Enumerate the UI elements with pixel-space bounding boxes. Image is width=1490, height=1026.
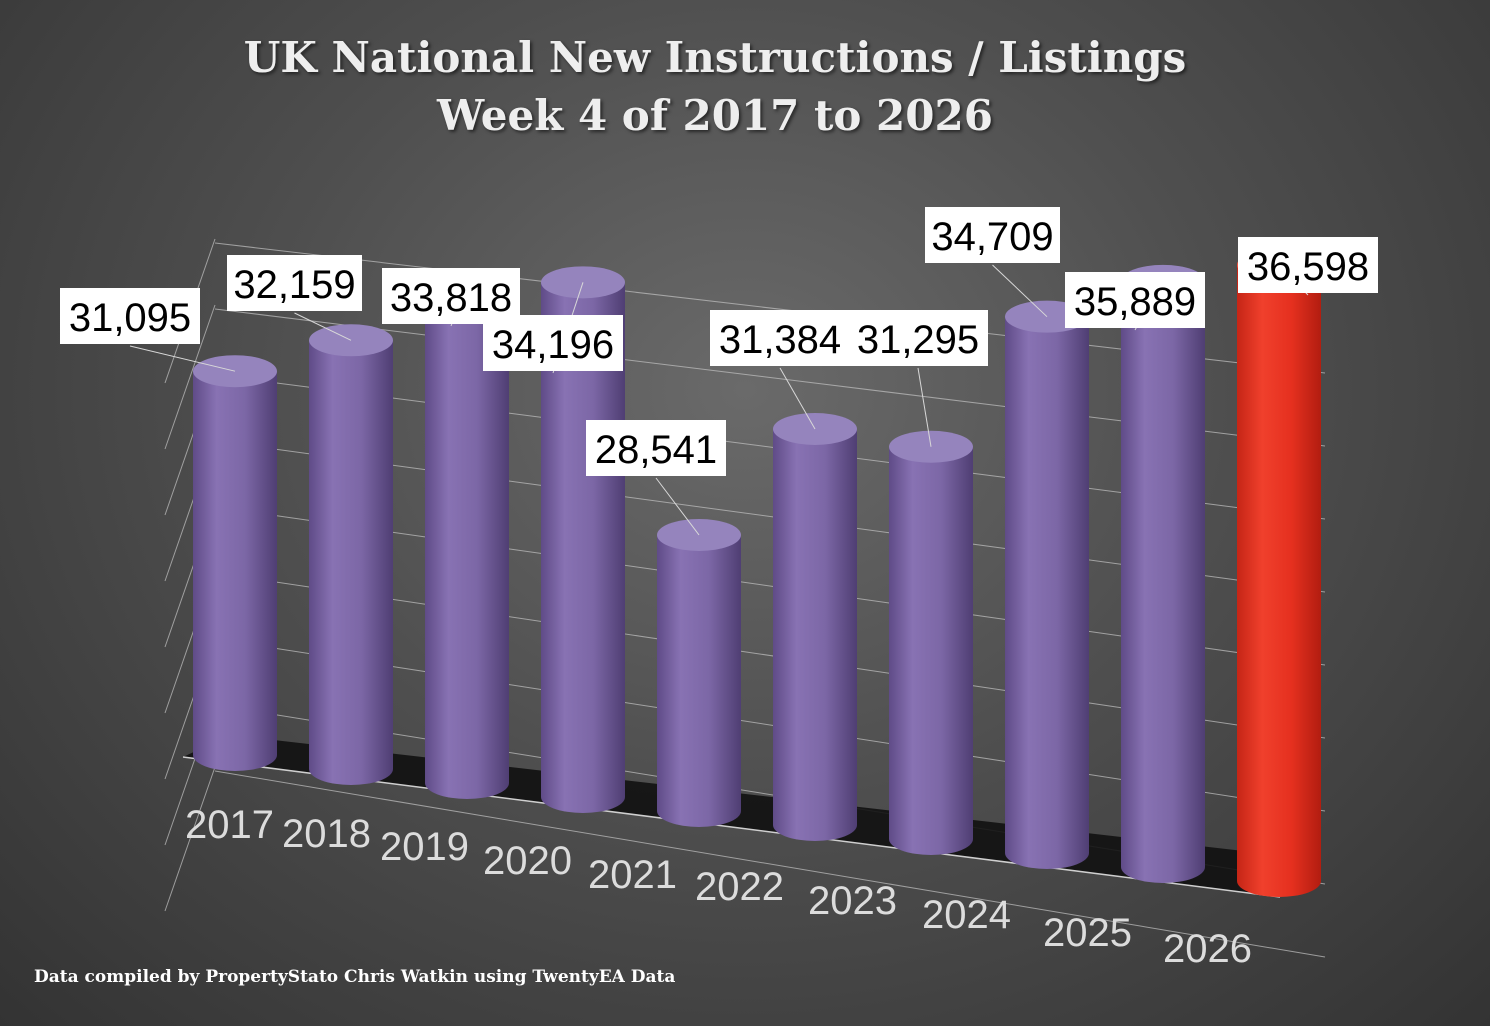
x-tick-label: 2020 <box>483 839 572 883</box>
data-label-text: 33,818 <box>390 276 512 320</box>
data-label-text: 31,384 <box>719 318 841 362</box>
data-label-box <box>1238 237 1378 293</box>
bar-2025 <box>1121 264 1205 884</box>
data-source-footer: Data compiled by PropertyStato Chris Wat… <box>34 967 676 987</box>
data-label-2020: 34,196 <box>483 315 623 371</box>
x-tick-label: 2023 <box>808 879 897 923</box>
bar-body <box>541 282 625 813</box>
x-axis-tick-labels: 2017 2018 2019 2020 2021 2022 2023 2024 2025 2026 <box>185 803 1252 971</box>
bar-body <box>425 284 509 799</box>
data-label-2024: 34,709 <box>925 207 1060 263</box>
data-label-text: 31,295 <box>857 318 979 362</box>
leader-line <box>779 367 816 430</box>
x-tick-label: 2024 <box>922 893 1011 937</box>
bar-2023 <box>889 430 973 855</box>
bar-2026 <box>1237 248 1321 898</box>
data-label-box <box>227 255 362 311</box>
data-label-2025: 35,889 <box>1065 272 1205 328</box>
x-tick-label: 2021 <box>588 853 677 897</box>
x-tick-label: 2017 <box>185 803 274 847</box>
data-label-2023: 31,295 <box>848 310 988 366</box>
data-label-2017: 31,095 <box>60 288 200 344</box>
bar-body <box>309 340 393 785</box>
data-label-text: 36,598 <box>1247 245 1369 289</box>
x-tick-label: 2018 <box>282 812 371 856</box>
data-label-box <box>925 207 1060 263</box>
bar-body <box>1005 316 1089 870</box>
data-label-box <box>710 310 850 366</box>
bar-body <box>657 534 741 827</box>
leader-line <box>992 264 1048 318</box>
data-label-box <box>483 315 623 371</box>
bar-body <box>1237 264 1321 898</box>
gridline-side <box>164 766 216 912</box>
bar-2022 <box>773 412 857 841</box>
x-tick-label: 2026 <box>1163 927 1252 971</box>
leader-line <box>655 477 700 536</box>
leader-line <box>294 312 352 341</box>
chart-title-line-2: Week 4 of 2017 to 2026 <box>437 91 993 140</box>
data-label-box <box>1065 272 1205 328</box>
bar-2018 <box>309 324 393 785</box>
data-label-2021: 28,541 <box>586 420 726 476</box>
data-label-2018: 32,159 <box>227 255 362 311</box>
data-label-text: 35,889 <box>1074 280 1196 324</box>
data-label-text: 34,196 <box>492 323 614 367</box>
bar-body <box>193 371 277 771</box>
data-label-2019: 33,818 <box>382 268 520 324</box>
x-tick-label: 2022 <box>695 865 784 909</box>
data-label-2026: 36,598 <box>1238 237 1378 293</box>
data-label-2022: 31,384 <box>710 310 850 366</box>
data-label-box <box>848 310 988 366</box>
bar-body <box>773 428 857 841</box>
data-label-text: 31,095 <box>69 296 191 340</box>
bar-body <box>889 446 973 855</box>
bars <box>193 248 1321 898</box>
data-label-box <box>60 288 200 344</box>
x-tick-label: 2025 <box>1043 911 1132 955</box>
leader-line <box>917 367 932 447</box>
data-label-text: 32,159 <box>233 263 355 307</box>
data-label-text: 28,541 <box>595 428 717 472</box>
gridline-side <box>164 304 216 450</box>
chart-title-line-1: UK National New Instructions / Listings <box>243 33 1187 82</box>
x-tick-label: 2019 <box>380 825 469 869</box>
bar-2017 <box>193 355 277 771</box>
bar-2021 <box>657 518 741 827</box>
leader-line <box>129 345 236 372</box>
bar-body <box>1121 280 1205 884</box>
bar-2024 <box>1005 300 1089 870</box>
data-label-box <box>382 268 520 324</box>
data-label-text: 34,709 <box>931 215 1053 259</box>
gridline <box>214 770 1326 958</box>
data-label-box <box>586 420 726 476</box>
